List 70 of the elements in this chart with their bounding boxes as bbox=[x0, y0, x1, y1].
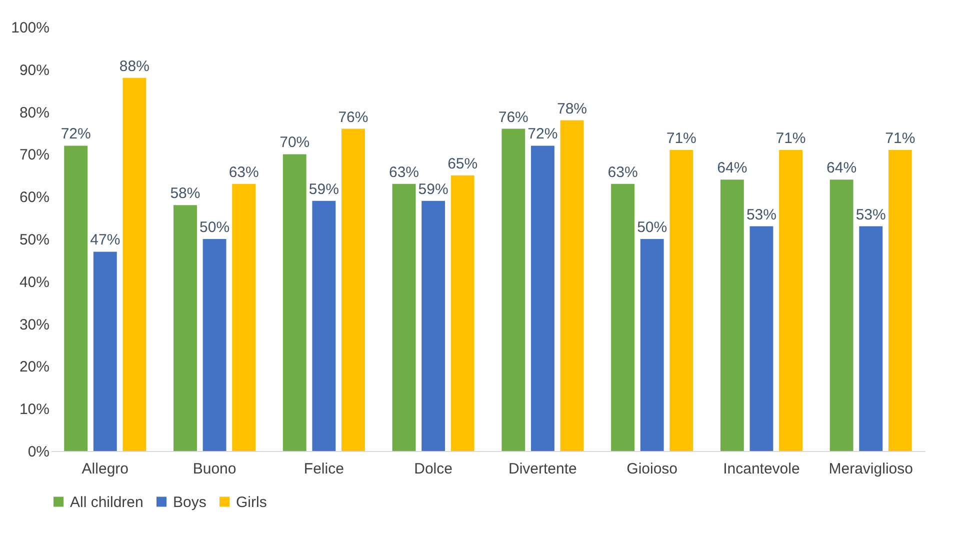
data-label: 50% bbox=[637, 219, 668, 236]
data-label: 72% bbox=[60, 126, 91, 143]
bar bbox=[312, 200, 336, 451]
bar bbox=[640, 239, 664, 451]
bar bbox=[202, 239, 226, 451]
x-tick-label: Gioioso bbox=[626, 460, 678, 478]
y-tick-label: 60% bbox=[19, 189, 50, 206]
bar bbox=[232, 184, 256, 451]
bar bbox=[750, 226, 774, 451]
y-tick-label: 20% bbox=[19, 358, 50, 376]
data-label: 50% bbox=[200, 219, 230, 236]
data-label: 47% bbox=[90, 232, 120, 249]
bar bbox=[859, 226, 883, 451]
data-label: 71% bbox=[666, 130, 696, 147]
y-tick-label: 70% bbox=[19, 146, 50, 164]
bar bbox=[611, 184, 634, 451]
x-tick-label: Incantevole bbox=[723, 460, 800, 478]
bar bbox=[64, 146, 88, 451]
data-label: 63% bbox=[608, 164, 638, 181]
y-tick-label: 10% bbox=[19, 401, 50, 418]
bar bbox=[450, 175, 474, 451]
data-label: 59% bbox=[418, 180, 448, 198]
data-label: 63% bbox=[388, 164, 420, 181]
bar bbox=[93, 252, 117, 451]
x-tick-label: Divertente bbox=[508, 460, 577, 478]
bar bbox=[342, 128, 365, 451]
y-tick-label: 40% bbox=[19, 274, 50, 291]
bar bbox=[422, 200, 446, 451]
x-tick-label: Felice bbox=[304, 460, 344, 478]
y-tick-label: 50% bbox=[19, 232, 50, 248]
data-label: 72% bbox=[528, 126, 558, 143]
legend-label: All children bbox=[70, 494, 144, 511]
x-tick-label: Meraviglioso bbox=[828, 460, 913, 478]
data-label: 88% bbox=[119, 58, 150, 75]
data-label: 63% bbox=[228, 164, 259, 181]
data-label: 76% bbox=[338, 108, 368, 126]
bar bbox=[282, 154, 306, 451]
bar bbox=[392, 184, 416, 451]
data-label: 64% bbox=[717, 160, 748, 177]
bar bbox=[720, 180, 744, 451]
data-label: 70% bbox=[280, 134, 310, 152]
bar bbox=[174, 205, 197, 451]
x-tick-label: Buono bbox=[192, 460, 236, 478]
data-label: 59% bbox=[308, 180, 339, 198]
data-label: 64% bbox=[826, 160, 857, 177]
y-tick-label: 0% bbox=[28, 444, 50, 460]
legend-label: Boys bbox=[173, 494, 206, 511]
data-label: 71% bbox=[885, 130, 916, 147]
bar bbox=[122, 78, 146, 451]
data-label: 65% bbox=[448, 155, 478, 172]
data-label: 58% bbox=[170, 185, 200, 202]
data-label: 53% bbox=[856, 206, 886, 224]
bar bbox=[502, 128, 526, 451]
x-tick-label: Allegro bbox=[82, 460, 128, 478]
data-label: 53% bbox=[746, 206, 776, 224]
bar bbox=[779, 150, 802, 451]
legend-label: Girls bbox=[236, 494, 267, 511]
bar bbox=[830, 180, 854, 451]
x-tick-label: Dolce bbox=[414, 460, 452, 478]
bar bbox=[530, 146, 554, 451]
data-label: 71% bbox=[776, 130, 806, 147]
bar bbox=[888, 150, 912, 451]
y-tick-label: 80% bbox=[19, 104, 50, 122]
y-tick-label: 100% bbox=[11, 20, 50, 36]
data-label: 76% bbox=[498, 108, 528, 126]
bar bbox=[670, 150, 694, 451]
y-tick-label: 30% bbox=[19, 316, 50, 334]
y-tick-label: 90% bbox=[19, 62, 50, 79]
bar bbox=[560, 120, 584, 451]
data-label: 78% bbox=[556, 100, 588, 118]
